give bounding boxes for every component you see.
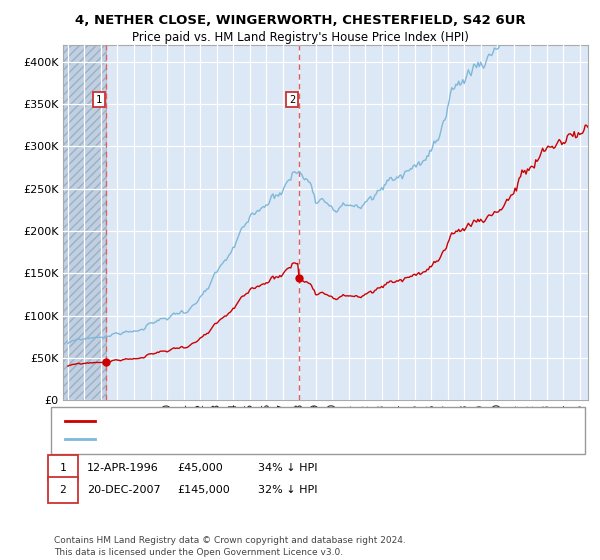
Text: 1: 1 [59,463,67,473]
Text: HPI: Average price, detached house, North East Derbyshire: HPI: Average price, detached house, Nort… [102,435,397,444]
Text: 12-APR-1996: 12-APR-1996 [87,463,159,473]
Text: Contains HM Land Registry data © Crown copyright and database right 2024.
This d: Contains HM Land Registry data © Crown c… [54,536,406,557]
Text: 32% ↓ HPI: 32% ↓ HPI [258,485,317,495]
Text: £45,000: £45,000 [177,463,223,473]
Text: 4, NETHER CLOSE, WINGERWORTH, CHESTERFIELD, S42 6UR: 4, NETHER CLOSE, WINGERWORTH, CHESTERFIE… [74,14,526,27]
Text: £145,000: £145,000 [177,485,230,495]
Bar [63,45,106,400]
Text: 20-DEC-2007: 20-DEC-2007 [87,485,161,495]
Text: 34% ↓ HPI: 34% ↓ HPI [258,463,317,473]
Text: 1: 1 [96,95,102,105]
Text: 4, NETHER CLOSE, WINGERWORTH, CHESTERFIELD, S42 6UR (detached house): 4, NETHER CLOSE, WINGERWORTH, CHESTERFIE… [102,417,495,426]
Text: 2: 2 [289,95,295,105]
Text: Price paid vs. HM Land Registry's House Price Index (HPI): Price paid vs. HM Land Registry's House … [131,31,469,44]
Text: 2: 2 [59,485,67,495]
